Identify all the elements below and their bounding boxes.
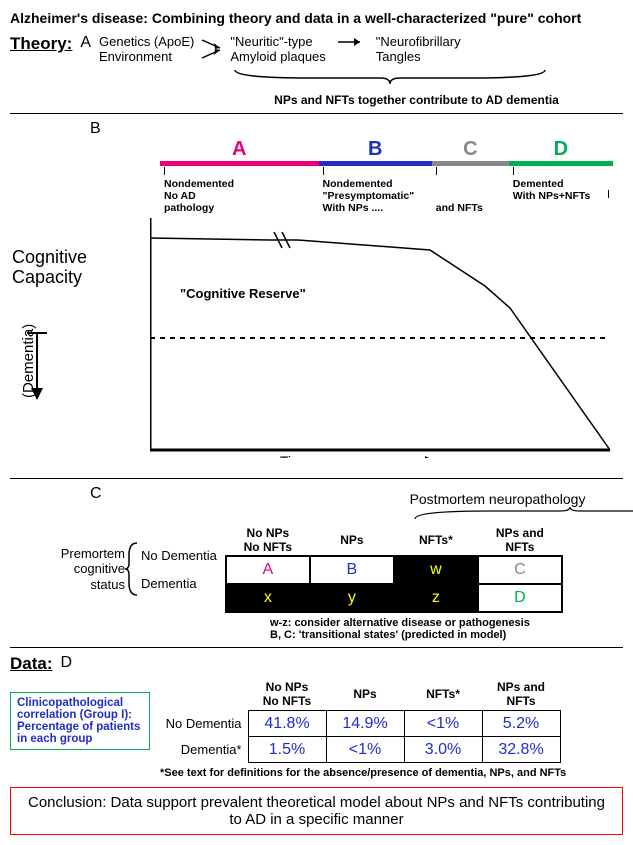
stage-a-letter: A: [160, 138, 319, 161]
arrow-converge-icon: [200, 34, 224, 64]
panel-b-letter: B: [90, 120, 101, 138]
panel-a-letter: A: [80, 34, 91, 52]
brace-left-icon: [125, 541, 141, 597]
stage-b-letter: B: [319, 138, 432, 161]
row-dementia: Dementia: [141, 576, 217, 591]
environment-text: Environment: [99, 49, 194, 64]
divider-3: [10, 647, 623, 648]
data-label: Data:: [10, 654, 53, 674]
main-title: Alzheimer's disease: Combining theory an…: [10, 10, 623, 26]
tangles-text: Tangles: [376, 49, 461, 64]
premortem-label: Premortemcognitivestatus: [10, 546, 125, 593]
neurofibrillary-text: "Neurofibrillary: [376, 34, 461, 49]
genetics-text: Genetics (ApoE): [99, 34, 194, 49]
panel-d-letter: D: [61, 654, 73, 672]
divider-1: [10, 113, 623, 114]
brace-down-icon: [230, 68, 550, 86]
y-label-bot: Capacity: [12, 267, 82, 287]
panel-d-footnote: *See text for definitions for the absenc…: [160, 767, 623, 779]
stage-d-letter: D: [509, 138, 613, 161]
stage-c-letter: C: [432, 138, 509, 161]
panel-d-table: No NPsNo NFTsNPsNFTs*NPs andNFTsNo Demen…: [158, 678, 561, 763]
cognitive-chart: Cognitive Capacity (Dementia) "Cognitive…: [10, 218, 623, 458]
note-wz: w-z: consider alternative disease or pat…: [270, 617, 623, 629]
neuritic-text: "Neuritic"-type: [230, 34, 325, 49]
stage-letters: A B C D: [160, 138, 613, 161]
divider-2: [10, 478, 623, 479]
row-no-dementia: No Dementia: [141, 548, 217, 563]
arrow-right-icon: [336, 34, 366, 50]
reserve-label: "Cognitive Reserve": [180, 286, 306, 301]
panel-c-letter: C: [90, 485, 102, 503]
y-label-top: Cognitive: [12, 247, 87, 267]
np-nft-subtext: NPs and NFTs together contribute to AD d…: [210, 93, 623, 107]
theory-label: Theory:: [10, 34, 72, 54]
stage-descriptions: Nondemented No AD pathology Nondemented …: [160, 166, 613, 214]
postmortem-header: Postmortem neuropathology: [410, 491, 633, 521]
conclusion-box: Conclusion: Data support prevalent theor…: [10, 787, 623, 835]
curve-svg: "Cognitive Reserve" Time: [150, 218, 630, 458]
amyloid-text: Amyloid plaques: [230, 49, 325, 64]
data-description-box: Clinicopathological correlation (Group I…: [10, 692, 150, 750]
down-arrow-icon: [22, 328, 52, 408]
note-bc: B, C: 'transitional states' (predicted i…: [270, 629, 623, 641]
panel-c-table: No NPsNo NFTsNPsNFTs*NPs andNFTsABwCxyzD: [225, 525, 563, 613]
time-label: Time: [280, 453, 311, 458]
